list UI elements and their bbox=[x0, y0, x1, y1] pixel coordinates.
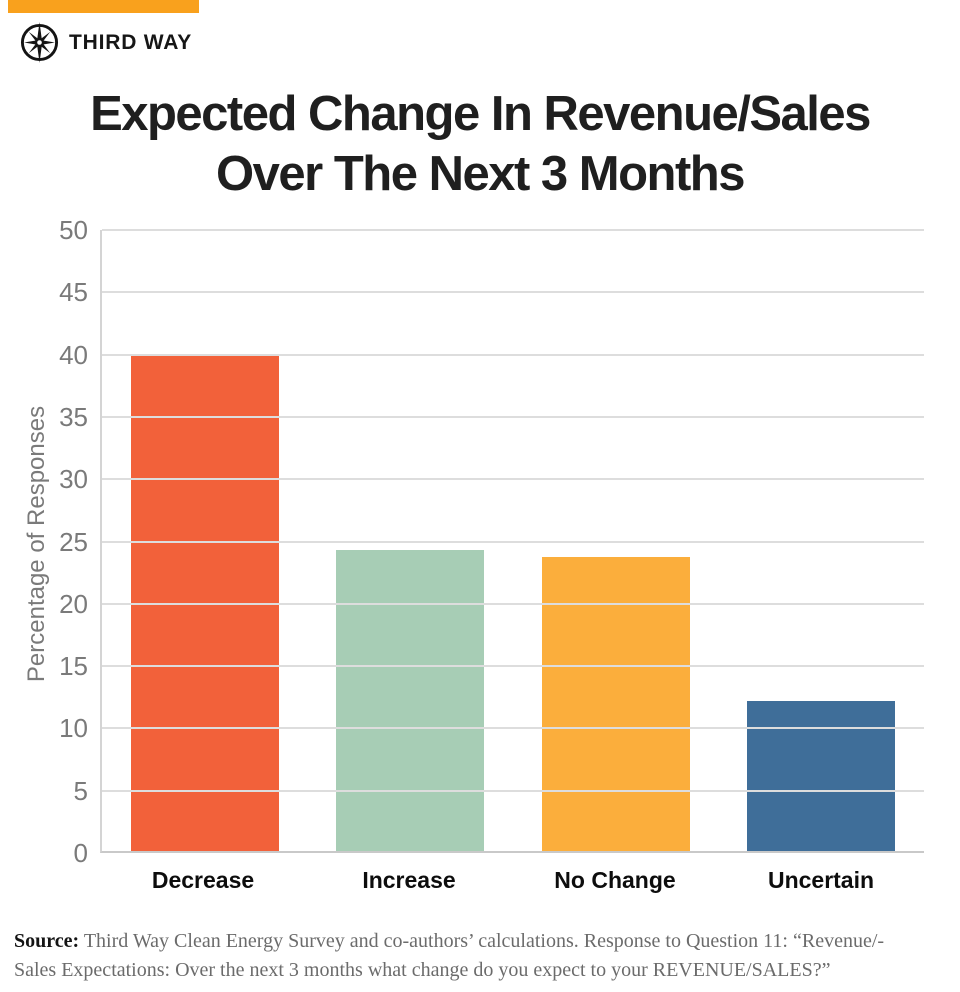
y-tick-label: 0 bbox=[73, 838, 88, 868]
brand-logo: THIRD WAY bbox=[19, 22, 192, 63]
gridline bbox=[102, 727, 924, 730]
gridline bbox=[102, 789, 924, 792]
page-title-line-1: Expected Change In Revenue/Sales bbox=[90, 87, 871, 141]
gridline bbox=[102, 602, 924, 605]
bar-slot bbox=[513, 230, 719, 851]
bar-increase bbox=[336, 550, 485, 851]
header-accent-bar bbox=[8, 0, 199, 13]
brand-name: THIRD WAY bbox=[69, 30, 193, 54]
bar-chart: Percentage of Responses 0 5 10 15 20 25 30 35 40… bbox=[0, 217, 960, 910]
bar-no-change bbox=[541, 556, 690, 851]
source-label: Source: bbox=[14, 930, 80, 952]
bar-slot bbox=[719, 230, 925, 851]
y-tick-label: 45 bbox=[59, 277, 88, 308]
y-tick-label: 40 bbox=[59, 339, 88, 370]
gridline bbox=[102, 291, 924, 294]
bars-container bbox=[102, 230, 924, 851]
x-category-label: Uncertain bbox=[767, 867, 875, 893]
bar-slot bbox=[102, 230, 308, 851]
page-title-line-2: Over The Next 3 Months bbox=[216, 147, 745, 201]
gridline bbox=[102, 665, 924, 668]
y-tick-label: 10 bbox=[59, 713, 88, 744]
page-title: Expected Change In Revenue/Sales Over Th… bbox=[0, 84, 960, 204]
x-category-label: No Change bbox=[554, 867, 676, 893]
x-axis-labels: Decrease Increase No Change Uncertain bbox=[100, 867, 924, 894]
gridline bbox=[102, 478, 924, 481]
bar-decrease bbox=[130, 354, 279, 851]
y-tick-label: 15 bbox=[59, 651, 88, 682]
plot-area bbox=[100, 229, 924, 853]
y-tick-label: 5 bbox=[73, 775, 88, 806]
gridline bbox=[102, 229, 924, 231]
x-category-label: Increase bbox=[362, 867, 456, 893]
y-tick-label: 35 bbox=[59, 401, 88, 432]
y-tick-label: 30 bbox=[59, 464, 88, 495]
y-axis-labels: 0 5 10 15 20 25 30 35 40 45 50 bbox=[0, 217, 88, 866]
y-tick-label: 50 bbox=[59, 215, 88, 245]
gridline bbox=[102, 540, 924, 543]
y-tick-label: 25 bbox=[59, 526, 88, 557]
x-category-label: Decrease bbox=[151, 867, 255, 893]
compass-icon bbox=[19, 22, 60, 63]
source-note: Source: Third Way Clean Energy Survey an… bbox=[14, 927, 948, 985]
source-text-line-1: Third Way Clean Energy Survey and co-aut… bbox=[83, 930, 885, 952]
bar-slot bbox=[308, 230, 514, 851]
source-text-line-2: Sales Expectations: Over the next 3 mont… bbox=[14, 959, 831, 981]
gridline bbox=[102, 415, 924, 418]
y-tick-label: 20 bbox=[59, 588, 88, 619]
bar-uncertain bbox=[747, 700, 896, 851]
gridline bbox=[102, 353, 924, 356]
